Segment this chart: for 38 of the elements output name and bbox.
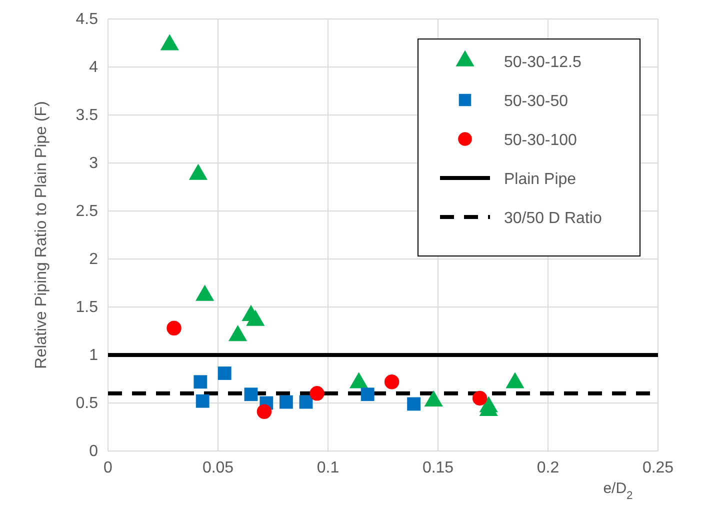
point xyxy=(194,375,208,389)
y-tick-label: 2 xyxy=(89,251,98,268)
x-tick-label: 0.25 xyxy=(642,459,674,476)
y-tick-label: 0 xyxy=(89,443,98,460)
x-axis-title: e/D$_{2}$ xyxy=(603,480,633,502)
x-tick-label: 0 xyxy=(104,459,113,476)
x-tick-label: 0.05 xyxy=(202,459,234,476)
point xyxy=(360,388,374,402)
y-tick-label: 1 xyxy=(89,347,98,364)
y-tick-label: 3.5 xyxy=(76,107,98,124)
point xyxy=(310,386,324,401)
point xyxy=(256,404,272,419)
legend-label: Plain Pipe xyxy=(504,171,576,188)
point xyxy=(299,395,313,409)
y-axis-title: Relative Piping Ratio to Plain Pipe (F) xyxy=(33,101,50,369)
point xyxy=(218,366,232,380)
point xyxy=(160,34,179,50)
legend-label: 30/50 D Ratio xyxy=(504,210,602,227)
x-tick-label: 0.15 xyxy=(422,459,454,476)
legend-label: 50-30-12.5 xyxy=(504,54,582,71)
x-tick-label: 0.2 xyxy=(536,459,560,476)
point xyxy=(244,388,258,402)
legend-label: 50-30-100 xyxy=(504,132,578,149)
point xyxy=(472,390,488,406)
legend-label: 50-30-50 xyxy=(504,93,568,110)
y-tick-label: 4.5 xyxy=(76,11,98,28)
point xyxy=(384,374,400,390)
point xyxy=(166,320,182,336)
point xyxy=(188,164,208,180)
y-tick-label: 4 xyxy=(89,59,98,76)
point xyxy=(196,394,210,408)
y-tick-label: 0.5 xyxy=(76,395,98,412)
y-tick-label: 1.5 xyxy=(76,299,98,316)
y-tick-label: 2.5 xyxy=(76,203,98,220)
x-tick-label: 0.1 xyxy=(316,459,340,476)
point xyxy=(279,395,293,409)
point xyxy=(407,397,421,411)
y-tick-label: 3 xyxy=(89,155,98,172)
